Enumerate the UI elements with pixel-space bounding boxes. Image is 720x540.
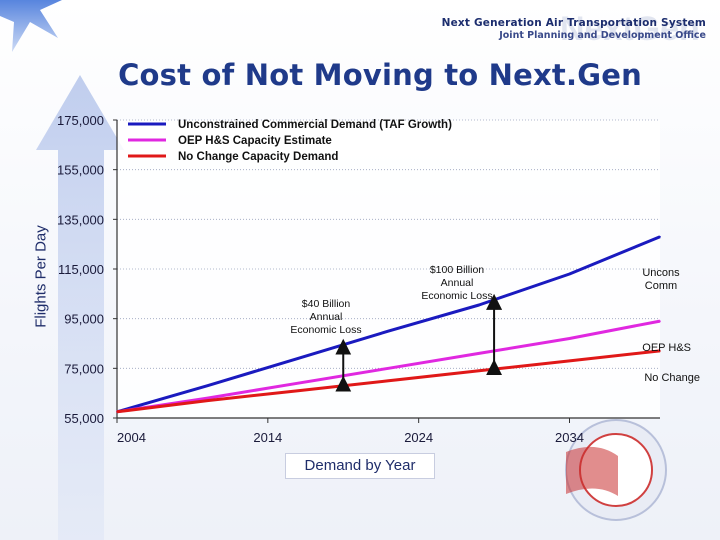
series-point — [297, 389, 299, 392]
annotation-text: Economic Loss — [290, 324, 361, 336]
series-end-label: Uncons — [642, 267, 680, 279]
series-point — [478, 352, 480, 355]
legend-label: Unconstrained Commercial Demand (TAF Gro… — [178, 119, 452, 131]
series-point — [478, 370, 480, 372]
annotation-text: $100 Billion — [430, 264, 484, 276]
x-tick-label: 2024 — [404, 430, 433, 445]
header-org: Next Generation Air Transportation Syste… — [442, 17, 706, 41]
series-end-label: No Change — [644, 372, 700, 384]
y-tick-label: 135,000 — [57, 212, 104, 227]
x-axis-label: Demand by Year — [285, 453, 435, 479]
legend-label: No Change Capacity Demand — [178, 151, 338, 163]
series-point — [387, 330, 390, 332]
series-point — [297, 357, 299, 360]
y-tick-label: 75,000 — [64, 361, 104, 376]
series-point — [659, 320, 661, 322]
annotation-text: Economic Loss — [421, 290, 492, 302]
legend-label: OEP H&S Capacity Estimate — [178, 135, 332, 147]
series-point — [568, 360, 571, 362]
corner-star-graphic — [0, 0, 62, 52]
annotation-text: $40 Billion — [302, 298, 351, 310]
series-point — [206, 397, 209, 399]
series-end-label: OEP H&S — [642, 342, 691, 354]
x-tick-label: 2034 — [555, 430, 584, 445]
x-tick-label: 2004 — [117, 430, 146, 445]
series-point — [568, 273, 571, 275]
y-tick-label: 155,000 — [57, 163, 104, 178]
series-point — [387, 367, 390, 370]
y-tick-label: 55,000 — [64, 411, 104, 426]
org-name: Next Generation Air Transportation Syste… — [441, 17, 706, 29]
y-tick-label: 115,000 — [58, 262, 104, 277]
series-point — [568, 337, 571, 340]
series-point — [387, 379, 390, 382]
series-point — [297, 382, 299, 385]
org-subname: Joint Planning and Development Office — [499, 30, 706, 41]
series-point — [659, 235, 661, 238]
series-point — [478, 304, 480, 306]
page-title: Cost of Not Moving to Next.Gen — [118, 58, 642, 92]
annotation-text: Annual — [441, 277, 474, 289]
background-arrow-graphic — [36, 75, 124, 540]
series-end-label: Comm — [645, 280, 677, 292]
flag-graphic — [566, 446, 618, 496]
series-point — [116, 410, 118, 413]
x-tick-label: 2014 — [253, 430, 282, 445]
annotation-text: Annual — [310, 311, 343, 323]
watermark: NextGen — [560, 10, 700, 48]
series-point — [206, 384, 209, 387]
y-tick-label: 175,000 — [57, 113, 104, 128]
series-point — [206, 399, 209, 402]
series-point — [659, 350, 661, 352]
y-tick-label: 95,000 — [64, 312, 104, 327]
